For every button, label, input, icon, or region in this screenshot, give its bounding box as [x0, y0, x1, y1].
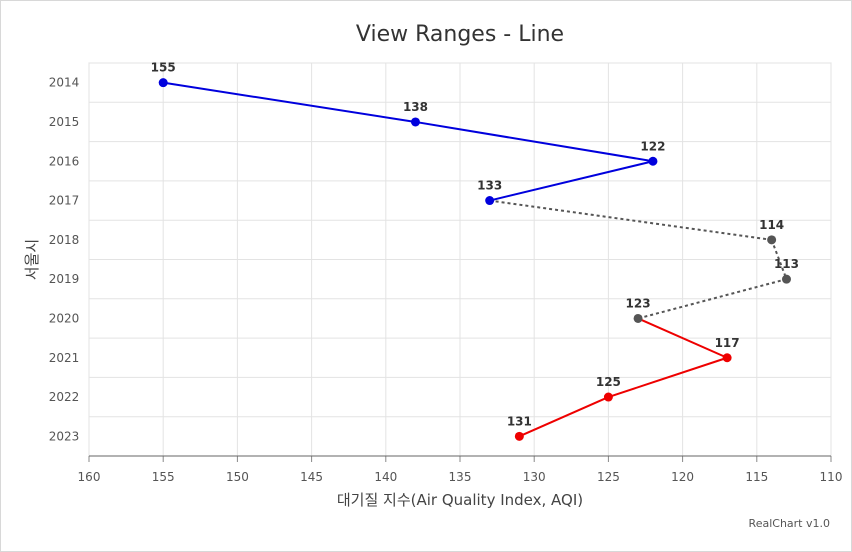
data-label: 113 — [774, 257, 799, 271]
data-point — [767, 235, 777, 245]
data-point — [648, 156, 658, 166]
data-label: 114 — [759, 218, 784, 232]
x-tick-label: 130 — [523, 470, 546, 484]
series-line-segment — [637, 278, 787, 320]
y-tick-label: 2020 — [49, 311, 80, 325]
data-point — [514, 431, 524, 441]
series-line-segment — [489, 160, 654, 202]
y-tick-label: 2021 — [49, 351, 80, 365]
data-label: 138 — [403, 100, 428, 114]
x-tick-label: 150 — [226, 470, 249, 484]
data-point — [633, 313, 643, 323]
y-tick-label: 2017 — [49, 194, 80, 208]
series-line-segment — [637, 317, 728, 359]
y-tick-label: 2016 — [49, 154, 80, 168]
data-label: 122 — [640, 139, 665, 153]
series-line-segment — [608, 356, 728, 398]
data-label: 123 — [626, 296, 651, 310]
x-tick-label: 110 — [820, 470, 843, 484]
data-label: 155 — [151, 61, 176, 75]
data-point — [722, 353, 732, 363]
data-point — [603, 392, 613, 402]
x-tick-label: 160 — [78, 470, 101, 484]
data-point — [781, 274, 791, 284]
data-label: 131 — [507, 414, 532, 428]
chart-title: View Ranges - Line — [355, 22, 565, 47]
y-tick-label: 2023 — [49, 429, 80, 443]
x-tick-label: 115 — [745, 470, 768, 484]
y-axis-title: 서울시 — [23, 239, 41, 280]
x-axis-title: 대기질 지수(Air Quality Index, AQI) — [337, 491, 583, 509]
x-tick-label: 125 — [597, 470, 620, 484]
x-tick-label: 140 — [374, 470, 397, 484]
x-tick-label: 155 — [152, 470, 175, 484]
series-line-segment — [770, 239, 788, 280]
y-tick-label: 2014 — [49, 76, 80, 90]
y-tick-label: 2015 — [49, 115, 80, 129]
series-line-segment — [518, 396, 609, 438]
credit-label: RealChart v1.0 — [748, 517, 830, 530]
x-tick-label: 135 — [449, 470, 472, 484]
y-tick-label: 2019 — [49, 272, 80, 286]
series-line-segment — [415, 120, 654, 163]
data-point — [158, 78, 168, 88]
data-label: 133 — [477, 179, 502, 193]
x-tick-label: 145 — [300, 470, 323, 484]
data-point — [410, 117, 420, 127]
data-label: 125 — [596, 375, 621, 389]
series-line-segment — [163, 81, 416, 123]
data-point — [485, 196, 495, 206]
y-tick-label: 2022 — [49, 390, 80, 404]
data-label: 117 — [715, 336, 740, 350]
y-tick-label: 2018 — [49, 233, 80, 247]
x-tick-label: 120 — [671, 470, 694, 484]
